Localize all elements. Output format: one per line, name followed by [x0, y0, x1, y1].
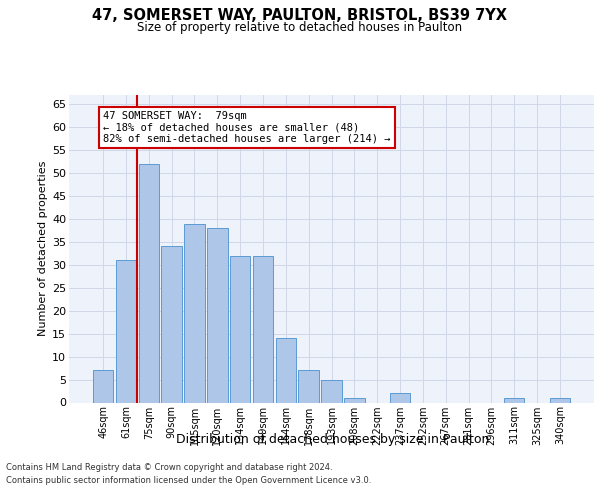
- Bar: [93, 370, 113, 402]
- Text: Contains HM Land Registry data © Crown copyright and database right 2024.: Contains HM Land Registry data © Crown c…: [6, 462, 332, 471]
- Bar: [390, 394, 410, 402]
- Bar: [116, 260, 136, 402]
- Bar: [253, 256, 273, 402]
- Bar: [504, 398, 524, 402]
- Text: Size of property relative to detached houses in Paulton: Size of property relative to detached ho…: [137, 21, 463, 34]
- Bar: [230, 256, 250, 402]
- Bar: [550, 398, 570, 402]
- Bar: [161, 246, 182, 402]
- Bar: [344, 398, 365, 402]
- Y-axis label: Number of detached properties: Number of detached properties: [38, 161, 48, 336]
- Text: 47 SOMERSET WAY:  79sqm
← 18% of detached houses are smaller (48)
82% of semi-de: 47 SOMERSET WAY: 79sqm ← 18% of detached…: [103, 111, 391, 144]
- Bar: [298, 370, 319, 402]
- Bar: [139, 164, 159, 402]
- Text: 47, SOMERSET WAY, PAULTON, BRISTOL, BS39 7YX: 47, SOMERSET WAY, PAULTON, BRISTOL, BS39…: [92, 8, 508, 22]
- Bar: [275, 338, 296, 402]
- Text: Distribution of detached houses by size in Paulton: Distribution of detached houses by size …: [176, 432, 490, 446]
- Text: Contains public sector information licensed under the Open Government Licence v3: Contains public sector information licen…: [6, 476, 371, 485]
- Bar: [207, 228, 227, 402]
- Bar: [321, 380, 342, 402]
- Bar: [184, 224, 205, 402]
